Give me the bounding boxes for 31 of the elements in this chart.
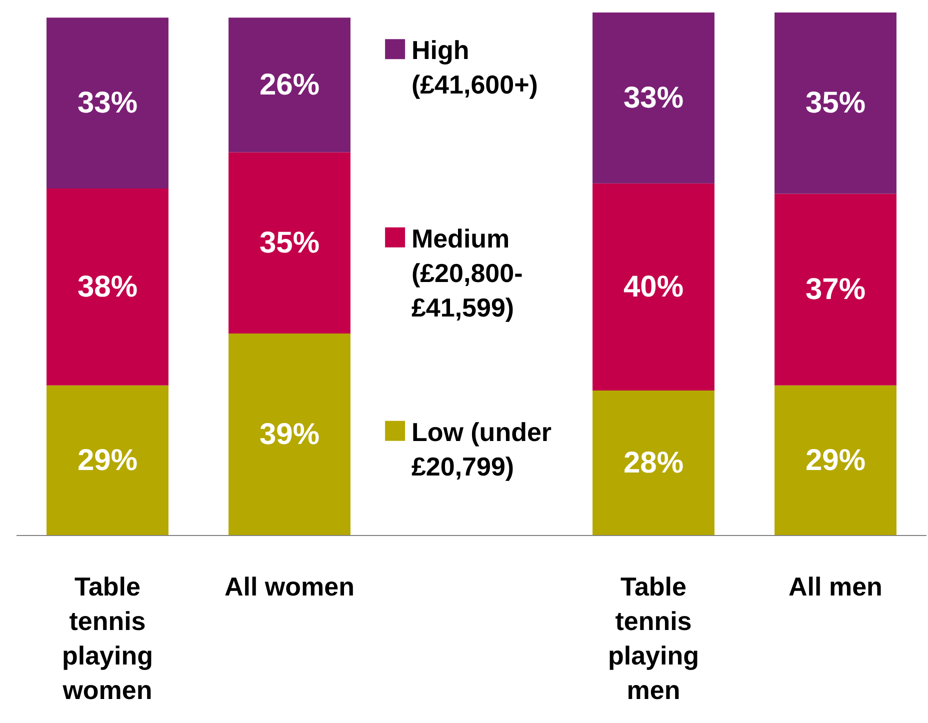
bar bbox=[46, 385, 168, 536]
data-label: 39% bbox=[259, 418, 320, 452]
bar bbox=[592, 183, 714, 391]
data-label: 37% bbox=[805, 273, 866, 306]
x-tick-label: Table tennis playing women bbox=[62, 572, 154, 705]
legend-label: Low (under £20,799) bbox=[411, 416, 552, 482]
data-label: 35% bbox=[259, 226, 320, 260]
bar bbox=[46, 188, 168, 386]
bar bbox=[774, 12, 896, 194]
data-label: 29% bbox=[805, 444, 866, 477]
data-label: 28% bbox=[623, 446, 684, 480]
bar bbox=[228, 152, 350, 334]
data-label: 29% bbox=[77, 444, 138, 477]
bar bbox=[228, 334, 350, 536]
legend-label: Medium (£20,800-£41,599) bbox=[411, 223, 523, 322]
legend-label: High (£41,600+) bbox=[411, 34, 538, 100]
x-tick-label: Table tennis playing men bbox=[608, 572, 700, 705]
data-label: 33% bbox=[623, 81, 684, 114]
bar bbox=[774, 194, 896, 386]
data-label: 38% bbox=[77, 270, 138, 304]
bar bbox=[592, 12, 714, 184]
data-label: 33% bbox=[77, 86, 138, 120]
bar bbox=[774, 385, 896, 536]
data-label: 40% bbox=[623, 270, 684, 304]
data-label: 26% bbox=[259, 68, 320, 102]
data-label: 35% bbox=[805, 86, 866, 120]
x-tick-label: All women bbox=[224, 572, 355, 602]
bar bbox=[592, 390, 714, 536]
bar bbox=[228, 18, 350, 152]
bar bbox=[46, 18, 168, 189]
x-tick-label: All men bbox=[788, 572, 882, 602]
